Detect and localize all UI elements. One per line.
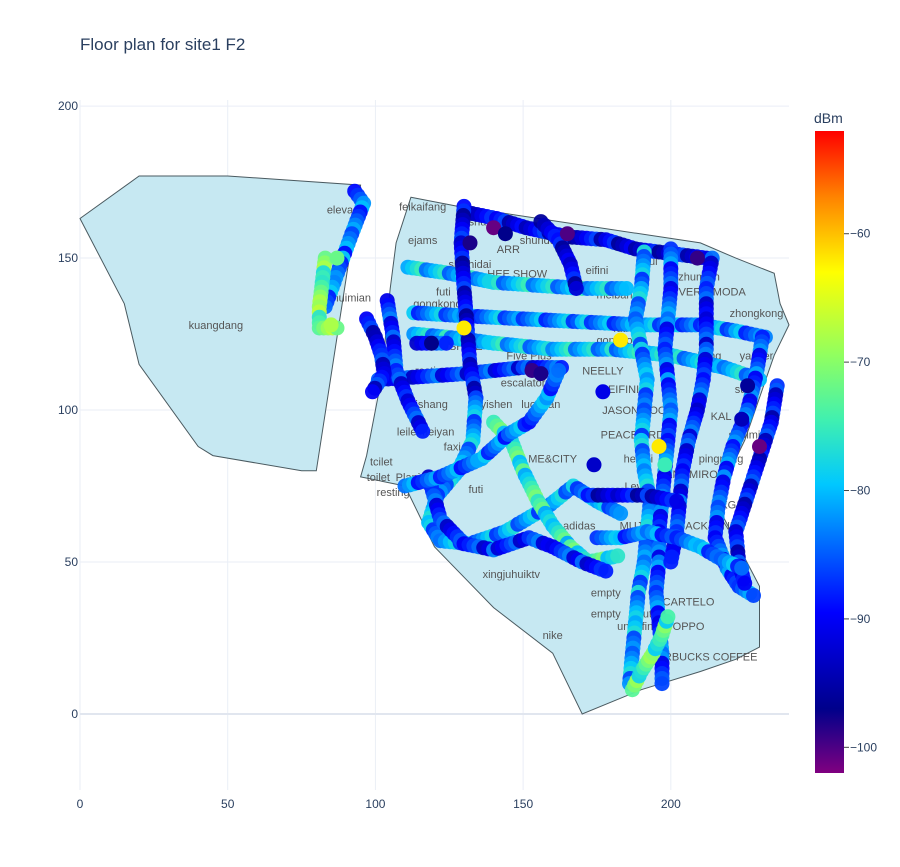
- room-label: adidas: [563, 521, 596, 533]
- colorbar-tick-label: −100: [850, 740, 877, 754]
- rssi-point: [533, 366, 549, 382]
- rssi-point: [669, 493, 685, 509]
- y-tick-label: 200: [58, 99, 78, 113]
- colorbar-gradient: [815, 131, 844, 773]
- room-label: ARR: [497, 244, 520, 256]
- x-tick-label: 200: [661, 797, 681, 811]
- rssi-point: [365, 384, 380, 400]
- y-tick-label: 100: [58, 403, 78, 417]
- rssi-point: [595, 384, 611, 400]
- room-label: huimian: [333, 293, 372, 305]
- room-label: STARBUCKS COFFEE: [643, 651, 757, 663]
- y-tick-label: 0: [71, 707, 78, 721]
- rssi-point: [746, 588, 761, 603]
- room-label: kuangdang: [189, 320, 243, 332]
- scatter-layer: [311, 183, 785, 698]
- room-label: futi: [436, 286, 451, 298]
- rssi-point: [752, 439, 767, 454]
- room-label: CARTELO: [663, 597, 715, 609]
- room-label: yishen: [481, 399, 513, 411]
- rssi-point: [568, 281, 584, 296]
- y-tick-label: 150: [58, 251, 78, 265]
- room-label: zhongkong: [730, 308, 784, 320]
- chart-title: Floor plan for site1 F2: [80, 35, 245, 54]
- rssi-point: [740, 378, 756, 394]
- rssi-point: [613, 505, 629, 521]
- rssi-point: [586, 457, 602, 473]
- rssi-point: [323, 317, 339, 333]
- rssi-point: [734, 411, 750, 427]
- colorbar-tick-label: −90: [850, 612, 871, 626]
- room-label: tcilet: [370, 457, 393, 469]
- rssi-point: [613, 332, 629, 348]
- room-label: ENGMIRO: [665, 469, 718, 481]
- rssi-point: [663, 554, 679, 570]
- rssi-point: [651, 439, 667, 454]
- rssi-point: [462, 235, 478, 251]
- rssi-point: [329, 250, 345, 266]
- rssi-point: [654, 676, 670, 692]
- rssi-point: [610, 548, 626, 564]
- rssi-point: [598, 563, 614, 579]
- rssi-point: [559, 226, 575, 242]
- room-label: ME&CITY: [528, 454, 578, 466]
- colorbar-tick-label: −60: [850, 227, 871, 241]
- rssi-point: [660, 609, 676, 625]
- rssi-point: [657, 457, 673, 473]
- room-label: feikaifang: [399, 201, 446, 213]
- x-tick-label: 100: [365, 797, 385, 811]
- rssi-point: [689, 250, 705, 266]
- room-label: nike: [543, 630, 563, 642]
- room-label: futi: [469, 484, 484, 496]
- room-label: EIFINI: [608, 384, 639, 396]
- rssi-point: [619, 281, 634, 296]
- colorbar-title: dBm: [814, 110, 843, 126]
- room-label: empty: [591, 609, 621, 621]
- rssi-point: [497, 226, 513, 242]
- rssi-point: [456, 320, 472, 336]
- room-label: PEACEBIRD: [601, 429, 665, 441]
- rssi-point: [438, 335, 454, 351]
- rssi-point: [551, 363, 567, 378]
- axis-layer: 0 50 100 150 200 0 50 100 150 200: [58, 99, 681, 811]
- room-label: xingjuhuiktv: [483, 569, 541, 581]
- rssi-point: [734, 560, 750, 576]
- rssi-point: [415, 423, 431, 439]
- room-label: empty: [591, 587, 621, 599]
- x-tick-label: 0: [77, 797, 84, 811]
- room-label: eleva: [327, 204, 354, 216]
- room-label: escalator: [501, 378, 546, 390]
- room-label: toilet: [367, 472, 390, 484]
- room-label: NEELLY: [582, 366, 624, 378]
- rssi-point: [486, 220, 502, 236]
- room-label: KAL: [711, 411, 732, 423]
- rssi-point: [737, 575, 753, 591]
- floor-polygon: [79, 175, 362, 472]
- room-label: OPPO: [673, 621, 705, 633]
- x-tick-label: 50: [221, 797, 235, 811]
- colorbar-tick-label: −70: [850, 355, 871, 369]
- x-tick-label: 150: [513, 797, 533, 811]
- colorbar: dBm −60 −70 −80 −90 −100: [814, 110, 877, 773]
- room-label: faxi: [444, 442, 461, 454]
- y-tick-label: 50: [65, 555, 79, 569]
- colorbar-tick-label: −80: [850, 484, 871, 498]
- room-label: ejams: [408, 235, 438, 247]
- room-label: eifini: [586, 265, 609, 277]
- rssi-point: [424, 335, 439, 351]
